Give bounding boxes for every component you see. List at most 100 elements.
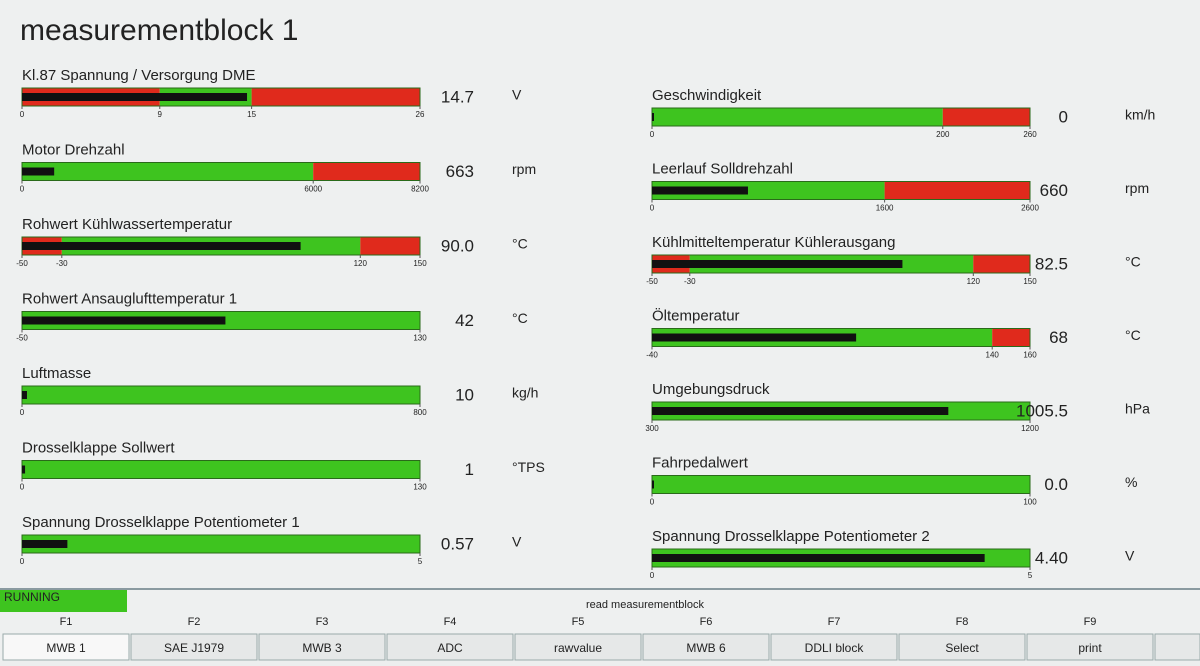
- gauge-zone: [22, 386, 420, 404]
- gauge-tick-label: 9: [158, 110, 163, 119]
- gauge-zone: [973, 255, 1030, 273]
- gauge-tick-label: 0: [20, 185, 25, 194]
- function-key-label[interactable]: rawvalue: [554, 641, 602, 655]
- gauge-value: 68: [1049, 328, 1068, 347]
- function-key-label[interactable]: SAE J1979: [164, 641, 224, 655]
- gauge-tick-label: 800: [413, 408, 427, 417]
- gauge-tick-label: 0: [20, 408, 25, 417]
- gauge-label: Rohwert Kühlwassertemperatur: [22, 216, 232, 233]
- gauge-tick-label: 130: [413, 483, 427, 492]
- status-text: RUNNING: [4, 590, 60, 604]
- gauge-tick-label: 15: [247, 110, 256, 119]
- function-key-label[interactable]: ADC: [437, 641, 463, 655]
- gauge-unit: %: [1125, 474, 1137, 490]
- gauge-zone: [652, 475, 1030, 494]
- gauge-zone: [652, 181, 885, 200]
- gauge-zone: [992, 328, 1030, 347]
- gauge-tick-label: 150: [1023, 277, 1037, 286]
- gauge-zone: [942, 108, 1030, 126]
- gauge-unit: °C: [512, 310, 528, 326]
- gauge-tick-label: 0: [650, 498, 655, 507]
- gauge-label: Öltemperatur: [652, 306, 740, 324]
- gauge-tick-label: 8200: [411, 185, 429, 194]
- gauge-zone: [251, 88, 420, 106]
- gauge-tick-label: 0: [650, 571, 655, 580]
- gauge-value-bar: [22, 93, 248, 101]
- gauge-label: Luftmasse: [22, 365, 91, 382]
- gauge-unit: rpm: [512, 161, 536, 177]
- gauge-value: 42: [455, 311, 474, 330]
- function-key-button[interactable]: [514, 633, 642, 661]
- function-key-button[interactable]: [2, 633, 130, 661]
- gauge-zone: [313, 162, 420, 181]
- gauge-tick-label: 0: [20, 110, 25, 119]
- function-key-label[interactable]: Select: [945, 641, 979, 655]
- gauge-unit: kg/h: [512, 385, 538, 401]
- gauge-zone: [22, 162, 314, 181]
- gauge-value-bar: [652, 333, 857, 342]
- function-key-name: F8: [956, 616, 969, 628]
- gauge-tick-label: 0: [650, 204, 655, 213]
- gauge-unit: °C: [1125, 254, 1141, 270]
- gauge-value: 0.0: [1044, 475, 1068, 494]
- gauge-value: 0.57: [441, 534, 474, 553]
- function-key-button[interactable]: [898, 633, 1026, 661]
- gauge-label: Umgebungsdruck: [652, 381, 770, 398]
- function-key-button[interactable]: [386, 633, 514, 661]
- function-key-button[interactable]: [1026, 633, 1154, 661]
- gauge-value-bar: [22, 391, 27, 399]
- gauge-value-bar: [22, 540, 68, 548]
- function-key-name: F2: [188, 616, 201, 628]
- function-key-name: F1: [60, 616, 73, 628]
- function-key-button[interactable]: [258, 633, 386, 661]
- gauge-label: Rohwert Ansauglufttemperatur 1: [22, 290, 237, 307]
- function-key-name: F4: [444, 616, 457, 628]
- gauge-tick-label: 120: [967, 277, 981, 286]
- gauge-unit: °TPS: [512, 459, 545, 475]
- gauge-zone: [652, 108, 943, 126]
- gauge-value-bar: [652, 554, 985, 562]
- function-key-button[interactable]: [1154, 633, 1200, 661]
- gauge-value: 14.7: [441, 87, 474, 106]
- gauge-tick-label: 130: [413, 334, 427, 343]
- function-key-button[interactable]: [130, 633, 258, 661]
- gauge-value: 90.0: [441, 236, 474, 255]
- function-key-label[interactable]: MWB 6: [686, 641, 726, 655]
- gauge-value-bar: [652, 407, 949, 415]
- gauge-unit: °C: [1125, 327, 1141, 343]
- function-key-label[interactable]: MWB 1: [46, 641, 86, 655]
- gauge-tick-label: 200: [936, 130, 950, 139]
- gauge-value: 0: [1059, 107, 1068, 126]
- function-key-label[interactable]: MWB 3: [302, 641, 342, 655]
- function-key-button[interactable]: [770, 633, 898, 661]
- gauge-tick-label: -50: [646, 277, 658, 286]
- function-key-button[interactable]: [642, 633, 770, 661]
- gauge-unit: V: [512, 87, 522, 103]
- gauge-value: 1005.5: [1016, 401, 1068, 420]
- gauge-value: 82.5: [1035, 254, 1068, 273]
- gauge-tick-label: 120: [354, 259, 368, 268]
- gauge-value: 10: [455, 385, 474, 404]
- function-key-label[interactable]: print: [1078, 641, 1102, 655]
- page-title: measurementblock 1: [20, 14, 298, 47]
- gauge-tick-label: 0: [20, 557, 25, 566]
- function-key-label[interactable]: DDLI block: [805, 641, 865, 655]
- gauge-value-bar: [22, 242, 301, 250]
- gauge-label: Leerlauf Solldrehzahl: [652, 160, 793, 177]
- gauge-unit: rpm: [1125, 180, 1149, 196]
- status-message: read measurementblock: [586, 599, 705, 611]
- gauge-tick-label: 300: [645, 424, 659, 433]
- gauge-label: Geschwindigkeit: [652, 87, 762, 104]
- gauge-value: 663: [446, 162, 474, 181]
- gauge-tick-label: -50: [16, 334, 28, 343]
- gauge-label: Kühlmitteltemperatur Kühlerausgang: [652, 234, 895, 251]
- gauge-tick-label: 2600: [1021, 204, 1039, 213]
- gauge-tick-label: 5: [418, 557, 423, 566]
- gauge-tick-label: 150: [413, 259, 427, 268]
- gauge-value-bar: [22, 316, 226, 325]
- gauge-label: Spannung Drosselklappe Potentiometer 2: [652, 528, 930, 545]
- gauge-value-bar: [22, 167, 55, 176]
- gauge-zone: [884, 181, 1030, 200]
- gauge-tick-label: 1600: [876, 204, 894, 213]
